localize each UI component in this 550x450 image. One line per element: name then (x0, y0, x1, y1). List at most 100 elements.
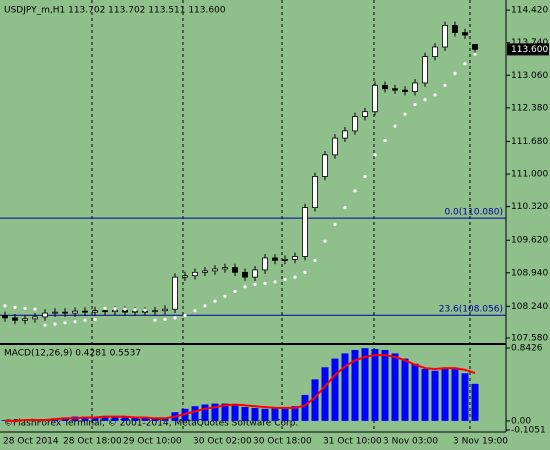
sar-dot (23, 306, 27, 310)
sar-dot (253, 282, 257, 286)
macd-bar (391, 353, 399, 421)
macd-bar (411, 363, 419, 421)
macd-bar (461, 373, 469, 421)
candle-body (162, 308, 168, 312)
macd-bar (231, 404, 239, 421)
macd-bar (341, 353, 349, 421)
y-tick-label: 110.320 (511, 202, 548, 212)
candle-body (232, 267, 238, 273)
macd-bar (241, 407, 249, 421)
y-tick-label: 107.580 (511, 334, 548, 344)
sar-dot (93, 317, 97, 321)
sar-dot (233, 289, 237, 294)
macd-bar (381, 349, 389, 421)
sar-dot (133, 308, 137, 312)
sar-dot (353, 189, 357, 193)
candle-body (322, 154, 328, 177)
candle-body (282, 258, 288, 261)
macd-bar (441, 368, 449, 421)
sar-dot (443, 83, 447, 87)
sar-dot (373, 153, 377, 157)
macd-title: MACD(12,26,9) 0.4281 0.5537 (4, 349, 141, 359)
candle-body (272, 257, 278, 261)
last-price-label: 113.600 (511, 45, 548, 55)
candle-body (12, 317, 18, 321)
sar-dot (313, 258, 317, 262)
sar-dot (143, 308, 147, 312)
sar-dot (103, 306, 107, 310)
candle-body (182, 275, 188, 278)
candle-body (442, 25, 448, 48)
sar-dot (193, 309, 197, 313)
sar-dot (43, 323, 47, 327)
x-tick-label: 3 Nov 19:00 (453, 437, 508, 447)
candle-body (332, 137, 338, 156)
candle-body (472, 44, 478, 50)
sar-dot (243, 285, 247, 289)
macd-bar (401, 358, 409, 421)
candle-body (2, 315, 8, 319)
candle-body (212, 268, 218, 272)
macd-bar (331, 358, 339, 421)
macd-bar (271, 407, 279, 421)
sar-dot (383, 138, 387, 143)
sar-dot (283, 277, 287, 282)
sar-dot (343, 206, 347, 210)
macd-bar (471, 383, 479, 421)
sar-dot (263, 281, 267, 285)
sar-dot (403, 112, 407, 116)
y-tick-label: 108.240 (511, 302, 548, 312)
candle-body (452, 25, 458, 34)
x-tick-label: 30 Oct 18:00 (253, 437, 312, 447)
y-tick-label: 113.060 (511, 71, 548, 81)
sar-dot (73, 320, 77, 324)
x-tick-label: 30 Oct 02:00 (193, 437, 252, 447)
macd-bar (291, 406, 299, 421)
sar-dot (113, 307, 117, 311)
last-price-box (507, 43, 549, 56)
sar-dot (83, 318, 87, 322)
sar-dot (173, 316, 177, 320)
macd-bar (421, 368, 429, 421)
macd-bar (431, 370, 439, 421)
y-tick-label: 108.940 (511, 268, 548, 278)
y-tick-label: 114.420 (511, 6, 548, 16)
sar-dot (153, 318, 157, 322)
candle-body (402, 89, 408, 92)
sar-dot (453, 71, 457, 75)
candle-body (82, 310, 88, 313)
candle-body (62, 311, 68, 314)
footer: ©FlashForex Terminal, © 2001-2014, MetaQ… (4, 419, 298, 429)
macd-bar (111, 416, 119, 421)
candle-body (302, 207, 308, 257)
fibo-label: 0.0(110.080) (444, 208, 503, 218)
macd-bar (281, 407, 289, 421)
macd-bar (91, 416, 99, 421)
sar-dot (183, 313, 187, 318)
macd-bar (361, 348, 369, 421)
candle-body (52, 311, 58, 314)
candle-body (422, 56, 428, 84)
macd-bar (221, 403, 229, 421)
candle-body (32, 316, 38, 320)
x-tick-label: 3 Nov 03:00 (383, 437, 438, 447)
candle-body (342, 130, 348, 139)
chart-title: USDJPY_m,H1 113.702 113.702 113.511 113.… (4, 6, 226, 16)
candle-body (382, 84, 388, 90)
sar-dot (273, 280, 277, 284)
candle-body (372, 84, 378, 113)
macd-bar (151, 418, 159, 421)
candle-body (72, 310, 78, 314)
candle-body (252, 269, 258, 278)
macd-bar (321, 367, 329, 421)
macd-bar (191, 406, 199, 421)
y-tick-label: -0.1051 (511, 426, 546, 436)
sar-dot (203, 304, 207, 308)
sar-dot (223, 294, 227, 298)
sar-dot (323, 239, 327, 243)
macd-bar (451, 368, 459, 421)
macd-bar (261, 408, 269, 421)
candle-body (112, 309, 118, 313)
candle-body (152, 310, 158, 313)
